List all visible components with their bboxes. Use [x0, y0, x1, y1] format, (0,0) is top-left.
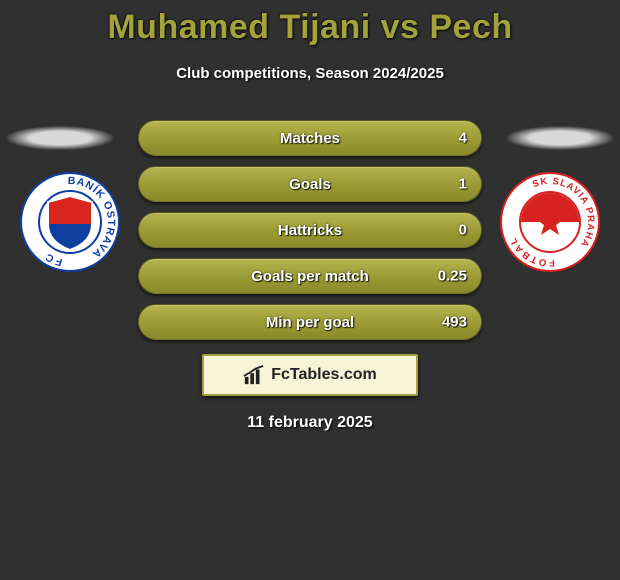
banik-ostrava-icon: BANÍK OSTRAVA FC: [20, 172, 120, 272]
player-shadow-right: [506, 126, 614, 150]
crest-left: BANÍK OSTRAVA FC: [20, 172, 120, 272]
stat-row-min-per-goal: Min per goal 493: [138, 304, 482, 340]
stat-value: 0: [459, 222, 467, 239]
stat-value: 1: [459, 176, 467, 193]
stat-label: Matches: [280, 130, 340, 147]
stat-label: Goals: [289, 176, 331, 193]
stat-value: 0.25: [438, 268, 467, 285]
stat-row-goals: Goals 1: [138, 166, 482, 202]
bars-chart-icon: [243, 364, 265, 386]
comparison-stage: BANÍK OSTRAVA FC SK SLAVIA PRAHA: [0, 120, 620, 340]
subtitle: Club competitions, Season 2024/2025: [0, 65, 620, 82]
stat-row-matches: Matches 4: [138, 120, 482, 156]
stat-value: 493: [442, 314, 467, 331]
date-text: 11 february 2025: [0, 414, 620, 432]
brand-text: FcTables.com: [271, 366, 377, 384]
stat-label: Min per goal: [266, 314, 354, 331]
stat-row-hattricks: Hattricks 0: [138, 212, 482, 248]
crest-right: SK SLAVIA PRAHA FOTBAL: [500, 172, 600, 272]
stat-bars: Matches 4 Goals 1 Hattricks 0 Goals per …: [138, 120, 482, 340]
page-title: Muhamed Tijani vs Pech: [0, 0, 620, 47]
stat-label: Goals per match: [251, 268, 369, 285]
stat-label: Hattricks: [278, 222, 342, 239]
player-shadow-left: [6, 126, 114, 150]
stat-value: 4: [459, 130, 467, 147]
slavia-praha-icon: SK SLAVIA PRAHA FOTBAL: [500, 172, 600, 272]
stat-row-goals-per-match: Goals per match 0.25: [138, 258, 482, 294]
brand-badge: FcTables.com: [202, 354, 418, 396]
